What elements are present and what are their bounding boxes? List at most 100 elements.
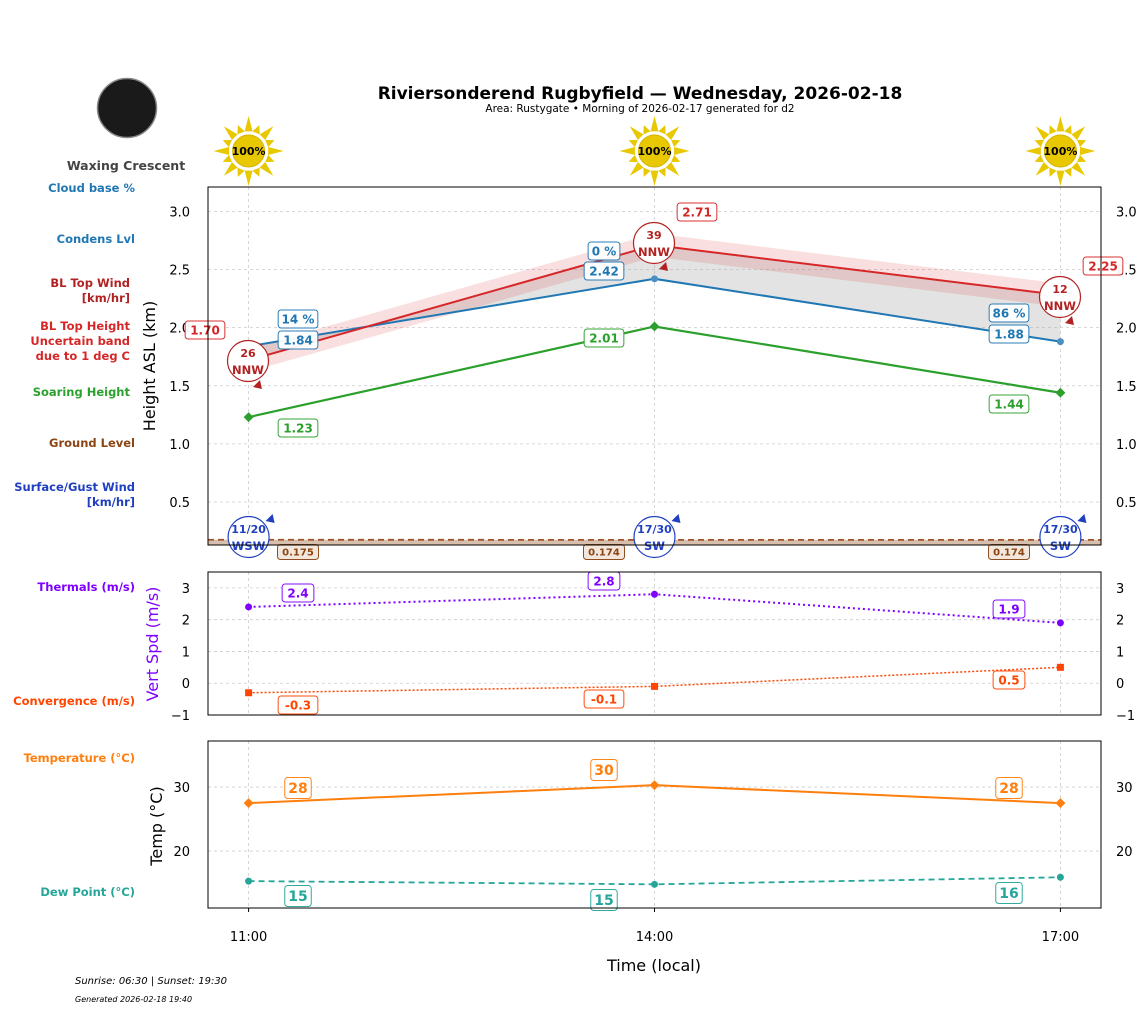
bl-top-wind-marker: 12 NNW (1038, 275, 1082, 325)
sun-ray (265, 154, 275, 163)
convergence-label-box (583, 689, 625, 709)
soaring-height-label-text: 2.01 (589, 331, 619, 345)
surface-wind-marker-circle (1039, 515, 1082, 559)
moon-icon (96, 77, 158, 139)
temperature-label-text: 28 (288, 781, 307, 797)
sun-ray (1080, 147, 1096, 155)
y-tick-label-left: 1 (182, 645, 190, 660)
soaring-point (243, 412, 254, 423)
wind-direction-text: SW (644, 539, 665, 553)
wind-arrow-icon (265, 514, 275, 523)
sun-ray (237, 125, 245, 135)
wind-arrow-icon (1077, 514, 1087, 523)
convergence-label-text: -0.3 (285, 698, 311, 712)
wind-direction-text: NNW (1044, 299, 1076, 313)
sun-ray (628, 154, 638, 163)
sun-icon: 100% (619, 116, 690, 186)
legend-label: [km/hr] (87, 495, 135, 509)
convergence-label-text: 0.5 (998, 673, 1019, 687)
sun-ray (619, 147, 635, 155)
bl-top-label-box (1082, 256, 1124, 276)
sun-ray (1049, 125, 1057, 135)
bl-uncertainty-band (248, 233, 1061, 372)
y-tick-label-left: 30 (173, 781, 190, 796)
sun-ray (259, 162, 274, 176)
sun-ray (1076, 139, 1087, 148)
moon-phase-label: Waxing Crescent (67, 158, 185, 173)
sun-disc (232, 134, 266, 168)
convergence-label: -0.1 (583, 689, 625, 709)
wind-arrow-icon (671, 514, 681, 523)
sun-ray (650, 116, 659, 132)
wind-speed-text: 39 (646, 229, 661, 242)
sun-ray (674, 147, 690, 155)
temperature-point (649, 780, 660, 791)
thermals-label-box (992, 599, 1026, 619)
y-tick-label-right: −1 (1116, 709, 1135, 724)
y-tick-label-left: 2 (182, 614, 190, 629)
sun-ray (244, 170, 253, 186)
cloud-base-pct-label-text: 0 % (592, 244, 617, 258)
sun-ray (1035, 126, 1050, 140)
y-tick-label-left: −1 (171, 709, 190, 724)
sun-ray (643, 125, 651, 135)
y-tick-label-right: 0.5 (1116, 496, 1137, 511)
sun-ray (1064, 125, 1072, 135)
sun-ray (265, 139, 275, 148)
y-tick-label-right: 30 (1116, 781, 1133, 796)
sun-percent-text: 100% (232, 145, 266, 158)
wind-arrow-icon (253, 380, 262, 389)
cloud-base-pct-label-text: 86 % (993, 306, 1026, 320)
ground-level-label-text: 0.174 (588, 548, 620, 559)
condens-point (651, 275, 658, 283)
convergence-point (651, 682, 658, 690)
temperature-label-text: 30 (594, 763, 614, 779)
soaring-height-label-box (583, 328, 625, 348)
axes-frame (207, 571, 1102, 716)
y-tick-label-left: 3 (182, 582, 190, 597)
condens-level-label-box (583, 261, 625, 281)
y-axis-label-height: Height ASL (km) (140, 301, 159, 431)
temperature-point (243, 798, 254, 809)
convergence-label-box (992, 670, 1026, 690)
wind-speed-text: 11/20 (231, 523, 266, 536)
y-tick-label-left: 20 (173, 845, 190, 860)
bl-top-label-box (184, 320, 226, 340)
dew-point-point (1056, 873, 1064, 881)
legend-label: BL Top Wind (50, 276, 130, 290)
sun-ray (1034, 139, 1044, 148)
temperature-label: 28 (995, 777, 1023, 799)
condens-level-label: 2.42 (583, 261, 625, 281)
chart-subtitle: Area: Rustygate • Morning of 2026-02-17 … (485, 103, 794, 115)
condens-level-label: 1.88 (988, 324, 1030, 344)
cloud-base-pct-label: 0 % (587, 241, 621, 261)
temperature-point (1055, 798, 1066, 809)
soaring-height-label: 1.44 (988, 394, 1030, 414)
condens-level-label-box (988, 324, 1030, 344)
wind-speed-text: 26 (240, 347, 256, 360)
dew-point-label-text: 15 (288, 889, 307, 905)
cloud-layer-fill (248, 245, 1061, 361)
bl-top-wind-marker-circle (226, 339, 270, 383)
sun-ray (1025, 147, 1041, 155)
condens-level-label-text: 1.84 (283, 333, 313, 347)
sun-ray (252, 167, 260, 177)
cloud-base-pct-label-box (587, 241, 621, 261)
dew-point-label-text: 15 (594, 893, 613, 909)
wind-arrow-icon (659, 262, 668, 271)
sun-ray (223, 162, 238, 176)
bl-top-label: 2.71 (676, 202, 718, 222)
convergence-label-box (277, 695, 319, 715)
sun-ray (1071, 126, 1086, 140)
legend-label: [km/hr] (82, 291, 130, 305)
cloud-base-pct-label-box (277, 309, 319, 329)
y-tick-label-right: 20 (1116, 845, 1133, 860)
sun-ray (213, 147, 229, 155)
soaring-height-label: 1.23 (277, 418, 319, 438)
cloud-base-pct-label: 14 % (277, 309, 319, 329)
sun-ray (268, 147, 284, 155)
sun-ray (658, 125, 666, 135)
legend-label: Temperature (°C) (24, 751, 135, 765)
ground-level-label: 0.175 (277, 544, 319, 560)
bl-top-label-box (676, 202, 718, 222)
